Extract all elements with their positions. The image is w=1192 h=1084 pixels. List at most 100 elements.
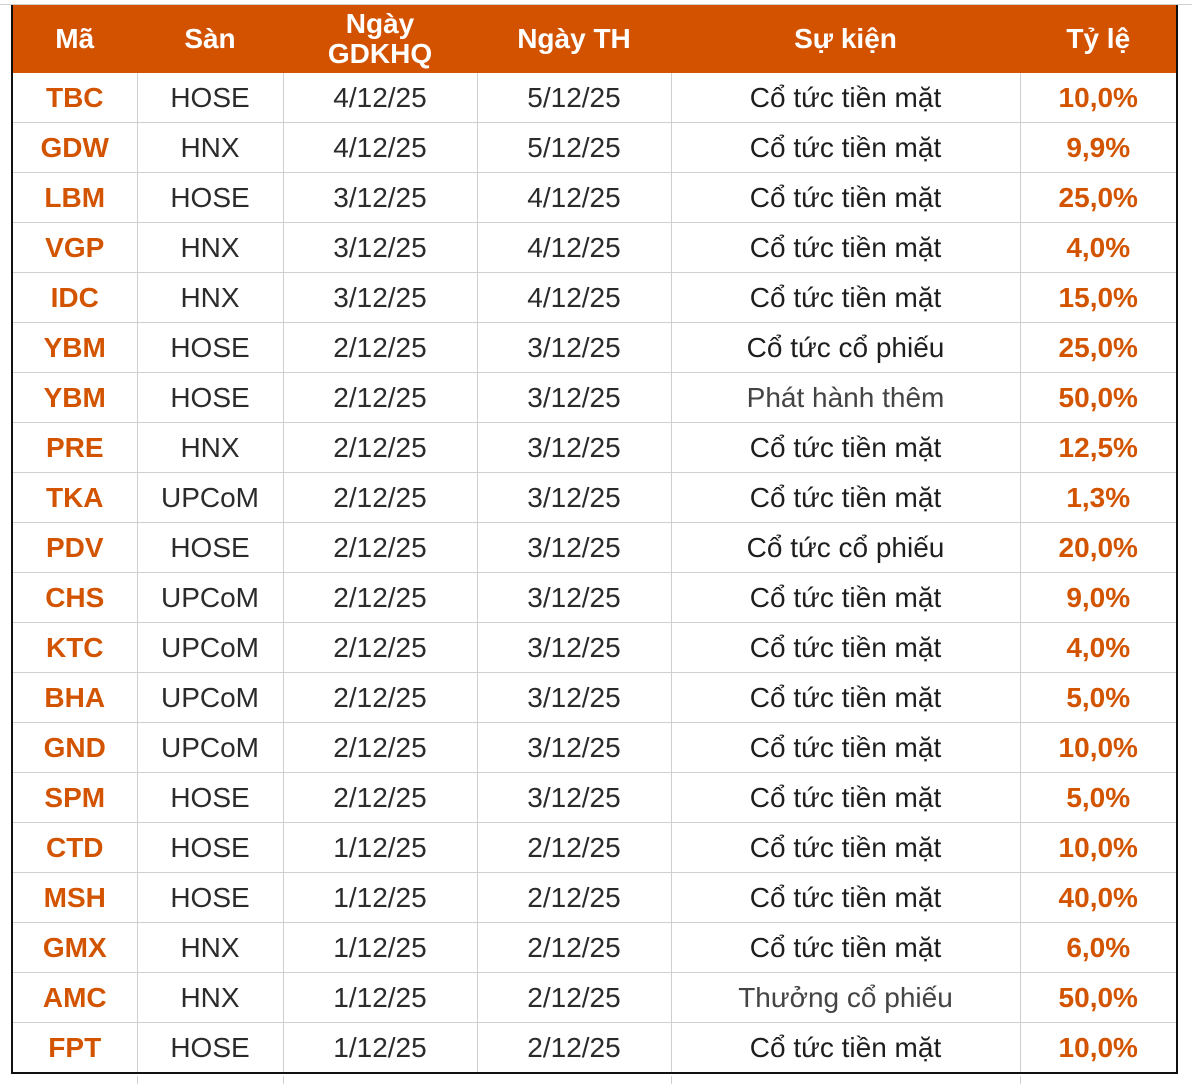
- table-row: IDC HNX 3/12/25 4/12/25 Cổ tức tiền mặt 15,0%: [11, 272, 1178, 323]
- table-row: CTD HOSE 1/12/25 2/12/25 Cổ tức tiền mặt 10,0…: [11, 822, 1178, 873]
- stock-code-cell: AMC: [11, 972, 138, 1023]
- header-ty-le: Tỷ lệ: [1019, 5, 1177, 73]
- ex-date-cell: 1/12/25: [282, 822, 478, 873]
- event-cell: Cổ tức tiền mặt: [670, 422, 1021, 473]
- event-cell: Cổ tức tiền mặt: [670, 572, 1021, 623]
- stock-code-cell: PDV: [11, 522, 138, 573]
- ratio-cell: 5,0%: [1019, 772, 1178, 823]
- stock-code-cell: YBM: [11, 372, 138, 423]
- stock-code-cell: MSH: [11, 872, 138, 923]
- ratio-cell: 12,5%: [1019, 422, 1178, 473]
- ex-date-cell: 3/12/25: [282, 272, 478, 323]
- event-cell: Cổ tức tiền mặt: [670, 172, 1021, 223]
- corporate-events-table: Mã Sàn Ngày GDKHQ Ngày TH Sự kiện Tỷ lệ TBC HO…: [11, 5, 1178, 1074]
- ex-date-cell: 1/12/25: [282, 922, 478, 973]
- stock-code-cell: IDC: [11, 272, 138, 323]
- stock-code-cell: TKA: [11, 472, 138, 523]
- exchange-cell: HNX: [136, 122, 284, 173]
- event-cell: Thưởng cổ phiếu: [670, 972, 1021, 1023]
- exchange-cell: UPCoM: [136, 472, 284, 523]
- stock-code-cell: BHA: [11, 672, 138, 723]
- ex-date-cell: 2/12/25: [282, 772, 478, 823]
- record-date-cell: 3/12/25: [476, 472, 672, 523]
- event-cell: Cổ tức tiền mặt: [670, 472, 1021, 523]
- stock-code-cell: GND: [11, 722, 138, 773]
- table-row: CHS UPCoM 2/12/25 3/12/25 Cổ tức tiền mặt 9,0…: [11, 572, 1178, 623]
- exchange-cell: HOSE: [136, 372, 284, 423]
- ratio-cell: 4,0%: [1019, 222, 1178, 273]
- stock-code-cell: TBC: [11, 73, 138, 123]
- sheet-gridline: [0, 0, 1192, 5]
- ratio-cell: 40,0%: [1019, 872, 1178, 923]
- event-cell: Cổ tức tiền mặt: [670, 272, 1021, 323]
- record-date-cell: 4/12/25: [476, 222, 672, 273]
- exchange-cell: HNX: [136, 972, 284, 1023]
- ratio-cell: 9,0%: [1019, 572, 1178, 623]
- exchange-cell: HOSE: [136, 172, 284, 223]
- exchange-cell: HOSE: [136, 73, 284, 123]
- ex-date-cell: 2/12/25: [282, 722, 478, 773]
- stock-code-cell: YBM: [11, 322, 138, 373]
- record-date-cell: 2/12/25: [476, 872, 672, 923]
- ratio-cell: 50,0%: [1019, 372, 1178, 423]
- exchange-cell: HOSE: [136, 322, 284, 373]
- table-row: YBM HOSE 2/12/25 3/12/25 Cổ tức cổ phiếu 25,0…: [11, 322, 1178, 373]
- ex-date-cell: 2/12/25: [282, 472, 478, 523]
- header-row: Mã Sàn Ngày GDKHQ Ngày TH Sự kiện Tỷ lệ: [11, 5, 1177, 73]
- record-date-cell: 3/12/25: [476, 672, 672, 723]
- stock-code-cell: VGP: [11, 222, 138, 273]
- header-ma: Mã: [11, 5, 137, 73]
- ratio-cell: 4,0%: [1019, 622, 1178, 673]
- stock-code-cell: GDW: [11, 122, 138, 173]
- ex-date-cell: 3/12/25: [282, 222, 478, 273]
- record-date-cell: 3/12/25: [476, 372, 672, 423]
- header-ngay-th: Ngày TH: [476, 5, 671, 73]
- stock-code-cell: GMX: [11, 922, 138, 973]
- stock-code-cell: FPT: [11, 1022, 138, 1074]
- stock-code-cell: PRE: [11, 422, 138, 473]
- ex-date-cell: 4/12/25: [282, 122, 478, 173]
- record-date-cell: 3/12/25: [476, 722, 672, 773]
- record-date-cell: 2/12/25: [476, 822, 672, 873]
- ex-date-cell: 2/12/25: [282, 672, 478, 723]
- event-cell: Cổ tức cổ phiếu: [670, 522, 1021, 573]
- event-cell: Cổ tức tiền mặt: [670, 122, 1021, 173]
- event-cell: Cổ tức tiền mặt: [670, 672, 1021, 723]
- stock-code-cell: SPM: [11, 772, 138, 823]
- ex-date-cell: 1/12/25: [282, 972, 478, 1023]
- table-row: KTC UPCoM 2/12/25 3/12/25 Cổ tức tiền mặt 4,0…: [11, 622, 1178, 673]
- exchange-cell: HOSE: [136, 772, 284, 823]
- exchange-cell: UPCoM: [136, 672, 284, 723]
- event-cell: Cổ tức tiền mặt: [670, 722, 1021, 773]
- exchange-cell: HNX: [136, 422, 284, 473]
- stock-code-cell: CHS: [11, 572, 138, 623]
- table-row: GMX HNX 1/12/25 2/12/25 Cổ tức tiền mặt 6,0%: [11, 922, 1178, 973]
- ex-date-cell: 4/12/25: [282, 73, 478, 123]
- table-row: TBC HOSE 4/12/25 5/12/25 Cổ tức tiền mặt 10,0…: [11, 73, 1178, 123]
- ex-date-cell: 3/12/25: [282, 172, 478, 223]
- record-date-cell: 4/12/25: [476, 272, 672, 323]
- record-date-cell: 3/12/25: [476, 422, 672, 473]
- exchange-cell: HNX: [136, 272, 284, 323]
- exchange-cell: UPCoM: [136, 722, 284, 773]
- stock-code-cell: KTC: [11, 622, 138, 673]
- exchange-cell: HNX: [136, 222, 284, 273]
- header-su-kien: Sự kiện: [670, 5, 1020, 73]
- ratio-cell: 25,0%: [1019, 172, 1178, 223]
- stock-code-cell: CTD: [11, 822, 138, 873]
- table-row: SPM HOSE 2/12/25 3/12/25 Cổ tức tiền mặt 5,0%: [11, 772, 1178, 823]
- event-cell: Cổ tức tiền mặt: [670, 772, 1021, 823]
- event-cell: Cổ tức tiền mặt: [670, 222, 1021, 273]
- ratio-cell: 9,9%: [1019, 122, 1178, 173]
- ratio-cell: 1,3%: [1019, 472, 1178, 523]
- table-row: TKA UPCoM 2/12/25 3/12/25 Cổ tức tiền mặt 1,3…: [11, 472, 1178, 523]
- ratio-cell: 10,0%: [1019, 722, 1178, 773]
- ratio-cell: 25,0%: [1019, 322, 1178, 373]
- table-row: FPT HOSE 1/12/25 2/12/25 Cổ tức tiền mặt 10,0…: [11, 1022, 1178, 1074]
- ratio-cell: 10,0%: [1019, 73, 1178, 123]
- event-cell: Cổ tức tiền mặt: [670, 922, 1021, 973]
- event-cell: Cổ tức tiền mặt: [670, 872, 1021, 923]
- ex-date-cell: 2/12/25: [282, 622, 478, 673]
- exchange-cell: HNX: [136, 922, 284, 973]
- stock-code-cell: LBM: [11, 172, 138, 223]
